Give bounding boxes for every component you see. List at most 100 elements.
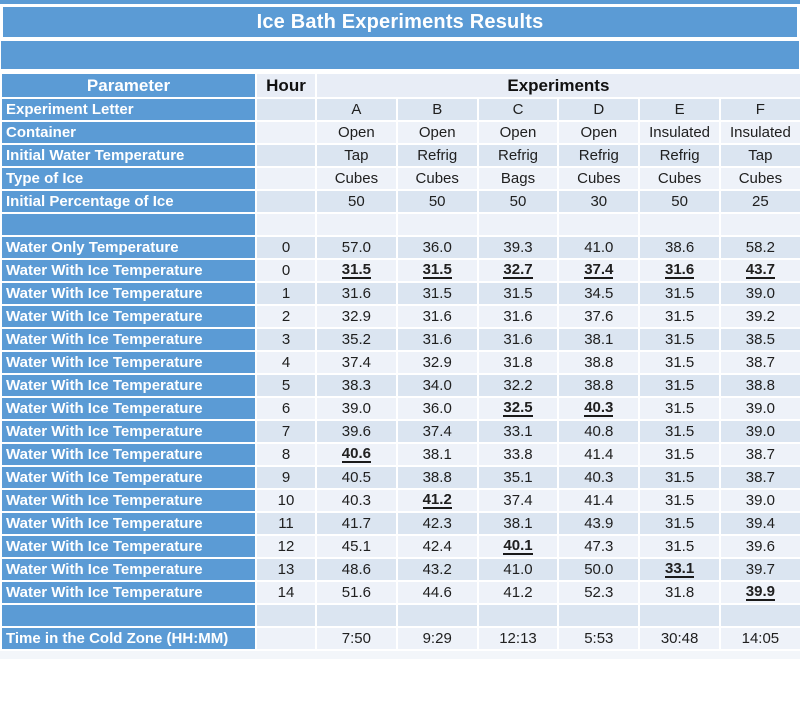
table-row: Water With Ice Temperature 5 38.3 34.0 32.2 3…	[0, 373, 800, 398]
value-cell: 39.0	[718, 396, 800, 421]
value-cell: 43.2	[395, 557, 479, 582]
value-cell: Open	[476, 120, 560, 145]
value-cell: Cubes	[395, 166, 479, 191]
value-cell: 33.1	[476, 419, 560, 444]
table-row: Water With Ice Temperature 0 31.5 31.5 32.7 3…	[0, 258, 800, 283]
hour-cell: 14	[255, 580, 317, 605]
hour-cell: 7	[255, 419, 317, 444]
value-cell: 37.4	[476, 488, 560, 513]
marked-value: 31.6	[664, 260, 695, 280]
value-cell: B	[395, 97, 479, 122]
value-cell: 38.1	[476, 511, 560, 536]
parameter-label-cell: Water With Ice Temperature	[0, 442, 257, 467]
value-cell: 25	[718, 189, 800, 214]
parameter-label-cell: Water With Ice Temperature	[0, 580, 257, 605]
value-cell	[718, 212, 800, 237]
value-cell: 32.9	[315, 304, 398, 329]
value-cell: Refrig	[476, 143, 560, 168]
parameter-label-cell: Water With Ice Temperature	[0, 419, 257, 444]
value-cell: 50	[315, 189, 398, 214]
marked-value: 32.5	[503, 398, 533, 418]
value-cell: D	[557, 97, 641, 122]
parameter-label-cell: Water With Ice Temperature	[0, 350, 257, 375]
hour-cell: 9	[255, 465, 317, 490]
value-cell: E	[638, 97, 721, 122]
value-cell: 38.8	[557, 373, 641, 398]
value-cell: 31.6	[476, 304, 560, 329]
value-cell	[395, 212, 479, 237]
value-cell: 41.4	[557, 488, 641, 513]
value-cell: Cubes	[315, 166, 398, 191]
value-cell: 9:29	[395, 626, 479, 651]
table-row: Water With Ice Temperature 1 31.6 31.5 31.5 3…	[0, 281, 800, 306]
parameter-label-cell: Initial Percentage of Ice	[0, 189, 257, 214]
value-cell: 39.9	[718, 580, 800, 605]
value-cell: 39.2	[718, 304, 800, 329]
value-cell: 31.5	[395, 281, 479, 306]
value-cell: 39.0	[718, 488, 800, 513]
table-row: Water With Ice Temperature 3 35.2 31.6 31.6 3…	[0, 327, 800, 352]
value-cell: 39.6	[718, 534, 800, 559]
value-cell: 31.5	[638, 465, 721, 490]
value-cell: 39.0	[718, 281, 800, 306]
hour-cell	[255, 603, 317, 628]
table-row: Initial Water Temperature Tap Refrig Refrig…	[0, 143, 800, 168]
value-cell	[315, 603, 398, 628]
marked-value: 40.1	[503, 536, 533, 556]
value-cell: 32.5	[476, 396, 560, 421]
value-cell: 30:48	[638, 626, 721, 651]
column-header-hour: Hour	[255, 72, 317, 99]
table-row: Water With Ice Temperature 9 40.5 38.8 35.1 4…	[0, 465, 800, 490]
hour-cell	[255, 626, 317, 651]
value-cell: 12:13	[476, 626, 560, 651]
value-cell: 32.2	[476, 373, 560, 398]
value-cell	[315, 212, 398, 237]
value-cell: C	[476, 97, 560, 122]
value-cell	[718, 603, 800, 628]
hour-cell: 3	[255, 327, 317, 352]
value-cell: 31.5	[638, 327, 721, 352]
marked-value: 39.9	[745, 582, 775, 602]
value-cell: 39.7	[718, 557, 800, 582]
value-cell: 39.0	[315, 396, 398, 421]
value-cell: 38.1	[395, 442, 479, 467]
value-cell: 31.5	[476, 281, 560, 306]
value-cell: Cubes	[557, 166, 641, 191]
hour-cell: 8	[255, 442, 317, 467]
hour-cell: 13	[255, 557, 317, 582]
value-cell: Insulated	[638, 120, 721, 145]
hour-cell: 4	[255, 350, 317, 375]
table-title: Ice Bath Experiments Results	[3, 7, 797, 37]
hour-cell	[255, 166, 317, 191]
top-border-strip	[0, 0, 800, 4]
value-cell: 50.0	[557, 557, 641, 582]
parameter-label-cell: Water With Ice Temperature	[0, 557, 257, 582]
hour-cell	[255, 120, 317, 145]
table-row: Water With Ice Temperature 11 41.7 42.3 38.1…	[0, 511, 800, 536]
value-cell: 40.3	[557, 465, 641, 490]
value-cell: 40.6	[315, 442, 398, 467]
parameter-label-cell: Water With Ice Temperature	[0, 396, 257, 421]
value-cell: 39.0	[718, 419, 800, 444]
hour-cell: 0	[255, 258, 317, 283]
value-cell: 58.2	[718, 235, 800, 260]
value-cell: A	[315, 97, 398, 122]
value-cell: 38.1	[557, 327, 641, 352]
value-cell: 45.1	[315, 534, 398, 559]
value-cell: 40.3	[315, 488, 398, 513]
spacer-row	[0, 212, 800, 237]
marked-value: 37.4	[584, 260, 614, 280]
value-cell	[395, 603, 479, 628]
hour-cell: 6	[255, 396, 317, 421]
value-cell: Bags	[476, 166, 560, 191]
hour-cell: 0	[255, 235, 317, 260]
table-row: Water With Ice Temperature 12 45.1 42.4 40.1…	[0, 534, 800, 559]
value-cell: 38.8	[718, 373, 800, 398]
value-cell: 41.4	[557, 442, 641, 467]
parameter-label-cell: Water With Ice Temperature	[0, 327, 257, 352]
value-cell: Open	[557, 120, 641, 145]
parameter-label-cell: Time in the Cold Zone (HH:MM)	[0, 626, 257, 651]
value-cell: 31.6	[395, 327, 479, 352]
value-cell: 40.5	[315, 465, 398, 490]
